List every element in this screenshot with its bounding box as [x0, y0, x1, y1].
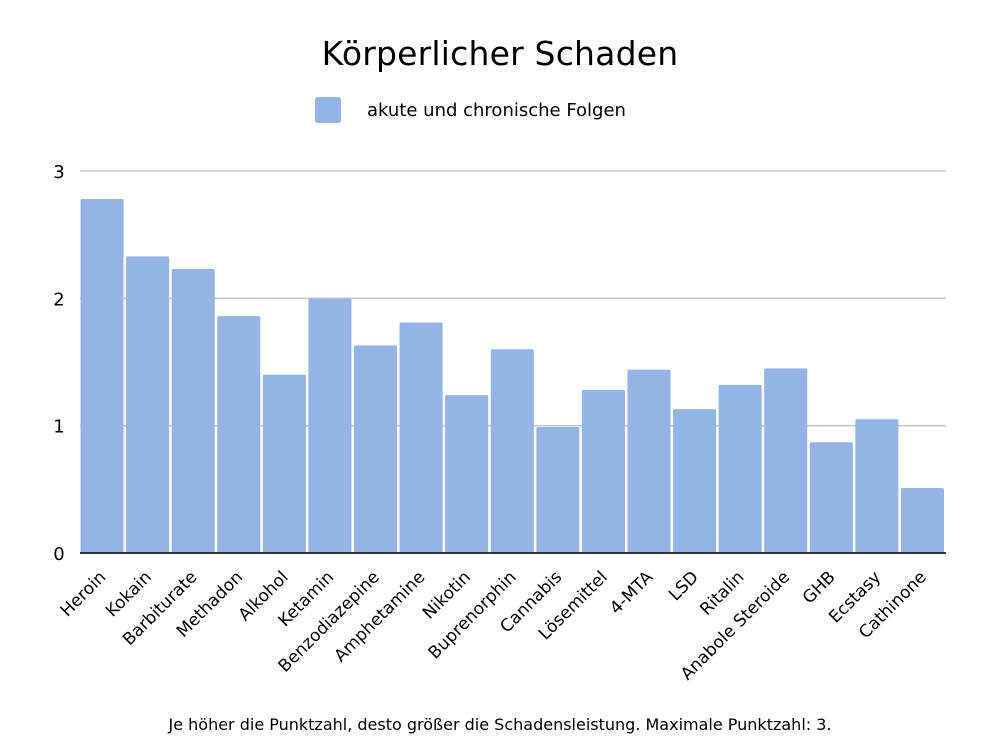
- y-tick-label: 3: [53, 162, 64, 183]
- bar: [718, 384, 762, 553]
- bar: [217, 316, 261, 553]
- bar: [536, 426, 580, 553]
- bar: [490, 349, 534, 553]
- legend-swatch: [315, 97, 341, 123]
- bar: [900, 488, 944, 553]
- bar: [673, 409, 717, 553]
- x-tick-label: GHB: [799, 567, 840, 608]
- bar: [764, 368, 808, 553]
- y-tick-label: 0: [53, 544, 64, 565]
- bar: [308, 298, 352, 553]
- x-tick-label: Heroin: [57, 567, 111, 621]
- bar: [855, 419, 899, 553]
- bar: [353, 345, 398, 553]
- bar: [809, 442, 853, 553]
- bar: [445, 395, 489, 553]
- footnote: Je höher die Punktzahl, desto größer die…: [168, 715, 832, 734]
- bar: [399, 322, 443, 553]
- legend: akute und chronische Folgen: [315, 96, 626, 124]
- bar: [627, 369, 671, 553]
- bar: [581, 390, 625, 553]
- bar: [80, 199, 124, 553]
- y-tick-label: 1: [53, 417, 64, 438]
- bar: [171, 269, 215, 553]
- y-tick-label: 2: [53, 289, 64, 310]
- bar: [126, 256, 170, 553]
- x-tick-label: LSD: [665, 567, 703, 605]
- bar: [262, 374, 306, 553]
- x-tick-label: 4-MTA: [606, 567, 657, 618]
- legend-label: akute und chronische Folgen: [367, 99, 626, 121]
- chart-title: Körperlicher Schaden: [321, 34, 679, 73]
